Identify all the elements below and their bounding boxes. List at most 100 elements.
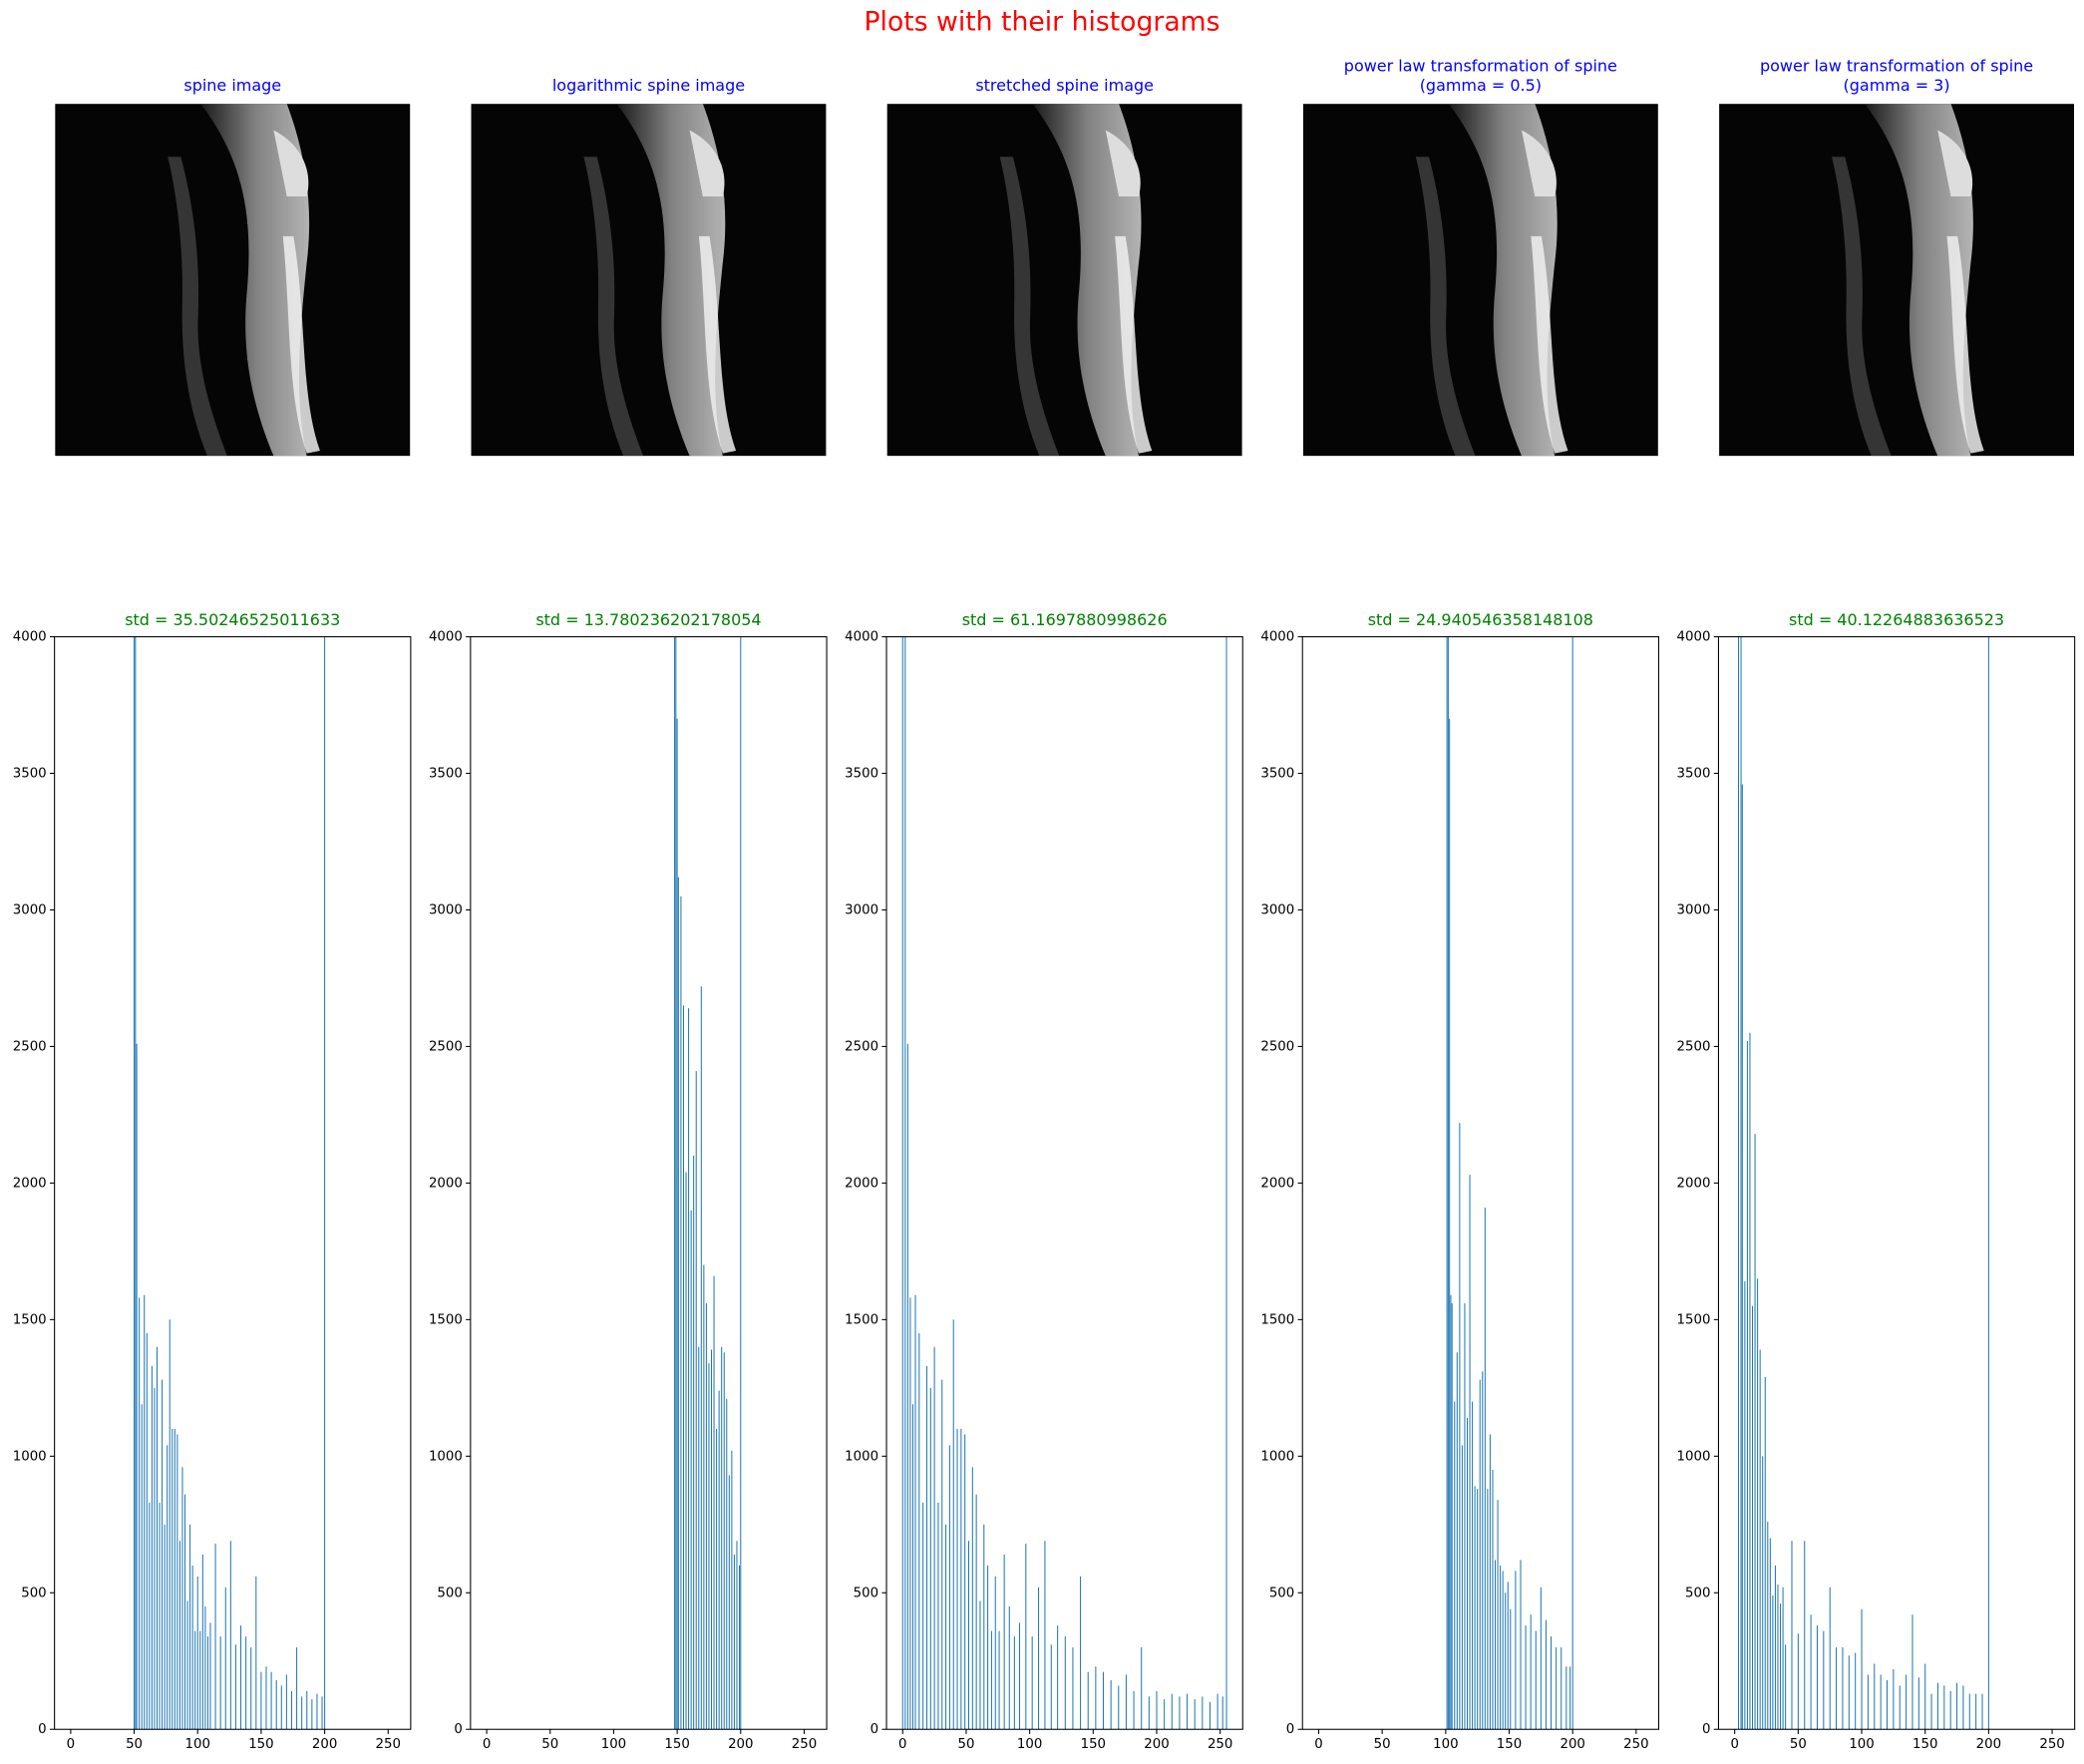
bar (1956, 1682, 1958, 1730)
bar (1810, 1614, 1812, 1730)
y-tick-label: 3000 (13, 902, 47, 917)
bar (1930, 1693, 1932, 1730)
x-tick-label: 0 (1314, 1737, 1322, 1752)
x-tick-label: 0 (898, 1737, 906, 1752)
y-tick-label: 4000 (1677, 630, 1711, 645)
bar (1454, 1401, 1456, 1730)
bar (1479, 1379, 1481, 1730)
y-tick-label: 3500 (1677, 767, 1711, 782)
y-tick-label: 2000 (845, 1176, 878, 1191)
bar (167, 1445, 169, 1730)
x-tick-label: 150 (248, 1737, 273, 1752)
bar (1133, 1690, 1135, 1730)
bar (1216, 1693, 1218, 1730)
bar (1561, 1647, 1563, 1730)
bar (914, 1294, 916, 1730)
bar (1474, 1486, 1476, 1730)
x-tick-label: 150 (1912, 1737, 1937, 1752)
y-tick-label: 4000 (1260, 630, 1294, 645)
y-tick-label: 500 (21, 1586, 46, 1600)
bar (1867, 1674, 1869, 1730)
bar (909, 1297, 911, 1730)
bar (1936, 1682, 1938, 1730)
bar (716, 1428, 718, 1730)
bar (135, 636, 137, 1730)
bar (690, 1210, 692, 1730)
y-tick-label: 1000 (845, 1449, 878, 1464)
bar (1842, 1647, 1844, 1730)
bar (901, 636, 903, 1730)
axes-frame (470, 636, 828, 1730)
bar (1451, 1302, 1453, 1730)
bar (983, 1524, 985, 1730)
bar (1780, 1603, 1782, 1730)
bar (1505, 1592, 1507, 1730)
bar (1461, 1445, 1463, 1730)
bar (1836, 1647, 1838, 1730)
y-tick-label: 3500 (845, 767, 878, 782)
x-tick-label: 100 (185, 1737, 210, 1752)
bar (1535, 1630, 1537, 1730)
bar (1477, 1489, 1479, 1730)
bar (1520, 1560, 1522, 1730)
bar (1044, 1541, 1046, 1730)
image (1302, 104, 1658, 457)
bar (1545, 1619, 1547, 1730)
bar (1899, 1685, 1901, 1730)
y-tick-label: 3500 (1260, 767, 1294, 782)
plot-area (1737, 636, 1989, 1730)
x-tick-label: 150 (664, 1737, 689, 1752)
x-tick-label: 250 (792, 1737, 817, 1752)
bar (1829, 1587, 1831, 1730)
bar (925, 1365, 927, 1730)
bar (270, 1671, 272, 1730)
bar (1080, 1576, 1082, 1730)
bar (1777, 1585, 1779, 1730)
bar (1038, 1587, 1040, 1730)
bar (1497, 1500, 1499, 1730)
y-tick-label: 2500 (429, 1039, 463, 1054)
x-tick-label: 100 (1849, 1737, 1874, 1752)
bar (945, 1524, 947, 1730)
y-tick-label: 2500 (1677, 1039, 1711, 1054)
bar (196, 1576, 198, 1730)
bar (1450, 1294, 1452, 1730)
bar (1762, 1456, 1764, 1730)
bar (713, 1275, 715, 1730)
plot-area (1446, 636, 1573, 1730)
bar (680, 895, 682, 1730)
bar (1447, 636, 1449, 1730)
bar (136, 1043, 138, 1730)
bar (956, 1428, 958, 1730)
bar (1449, 718, 1451, 1730)
bar (1911, 1614, 1913, 1730)
chart-title: std = 61.1697880998626 (962, 610, 1168, 629)
bar (1171, 1693, 1173, 1730)
bar (191, 1565, 193, 1730)
plot-area (674, 636, 742, 1730)
bar (255, 1576, 257, 1730)
bar (922, 1502, 924, 1730)
bar (1221, 1696, 1223, 1730)
bar (710, 1349, 713, 1730)
bar (169, 1319, 171, 1730)
bar (1880, 1674, 1882, 1730)
bar (911, 1404, 913, 1730)
bar (159, 1502, 161, 1730)
bar (1861, 1608, 1863, 1730)
bar (1013, 1636, 1015, 1730)
bar (154, 1387, 156, 1730)
bar (733, 1554, 735, 1730)
y-tick-label: 1000 (429, 1449, 463, 1464)
bar (705, 1302, 707, 1730)
x-tick-label: 0 (483, 1737, 491, 1752)
bar (700, 986, 702, 1730)
bar (1095, 1666, 1097, 1730)
y-tick-label: 2500 (1260, 1039, 1294, 1054)
axes-frame (54, 636, 412, 1730)
bar (1507, 1582, 1509, 1730)
bar (1492, 1470, 1494, 1730)
y-tick-label: 3500 (429, 767, 463, 782)
x-tick-label: 200 (728, 1737, 753, 1752)
bar (1118, 1685, 1120, 1730)
